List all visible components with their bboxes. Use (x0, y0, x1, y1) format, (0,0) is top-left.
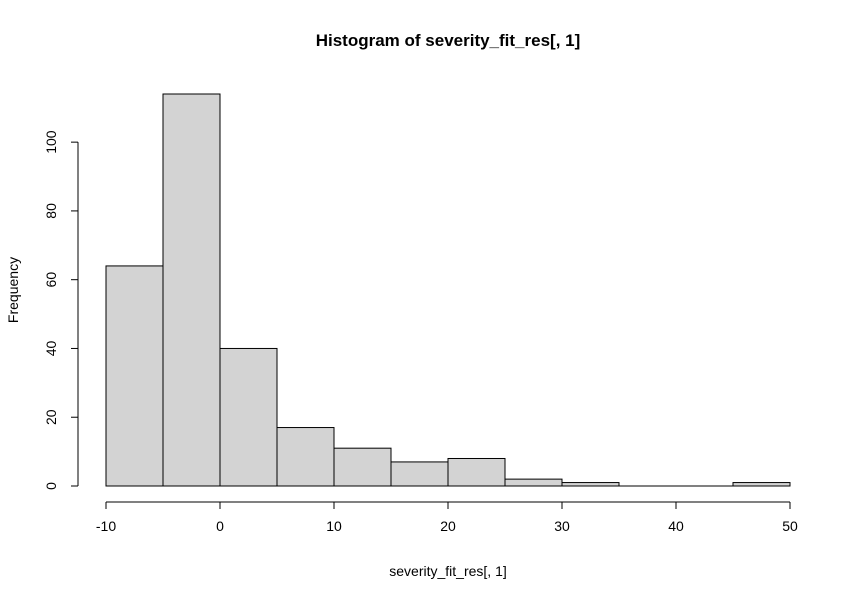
x-axis-label: severity_fit_res[, 1] (389, 563, 507, 579)
y-tick-label-3: 60 (43, 272, 59, 288)
x-tick-label-2: 10 (326, 518, 342, 534)
x-axis: -10 0 10 20 30 40 50 (96, 501, 798, 534)
y-axis: 0 20 40 60 80 100 (43, 130, 79, 490)
x-tick-label-4: 30 (554, 518, 570, 534)
histogram-bar-3 (276, 427, 335, 487)
y-tick-label-1: 20 (43, 409, 59, 425)
y-axis-label: Frequency (5, 257, 21, 323)
x-tick-label-1: 0 (216, 518, 224, 534)
histogram-bar-5 (390, 461, 449, 487)
y-tick-label-0: 0 (43, 482, 59, 490)
x-tick-label-6: 50 (782, 518, 798, 534)
x-tick-label-0: -10 (96, 518, 116, 534)
histogram-bar-4 (333, 447, 392, 487)
y-tick-label-5: 100 (43, 130, 59, 154)
histogram-bar-1 (162, 93, 221, 487)
bars-group (105, 93, 791, 487)
histogram-bar-2 (219, 347, 278, 487)
chart-title: Histogram of severity_fit_res[, 1] (316, 31, 581, 50)
x-tick-label-5: 40 (668, 518, 684, 534)
histogram-bar-11 (732, 482, 791, 487)
histogram-bar-7 (504, 478, 563, 487)
x-tick-label-3: 20 (440, 518, 456, 534)
histogram-bar-0 (105, 265, 164, 487)
y-tick-label-2: 40 (43, 340, 59, 356)
histogram-bar-8 (561, 482, 620, 487)
histogram-bar-6 (447, 457, 506, 487)
y-tick-label-4: 80 (43, 203, 59, 219)
